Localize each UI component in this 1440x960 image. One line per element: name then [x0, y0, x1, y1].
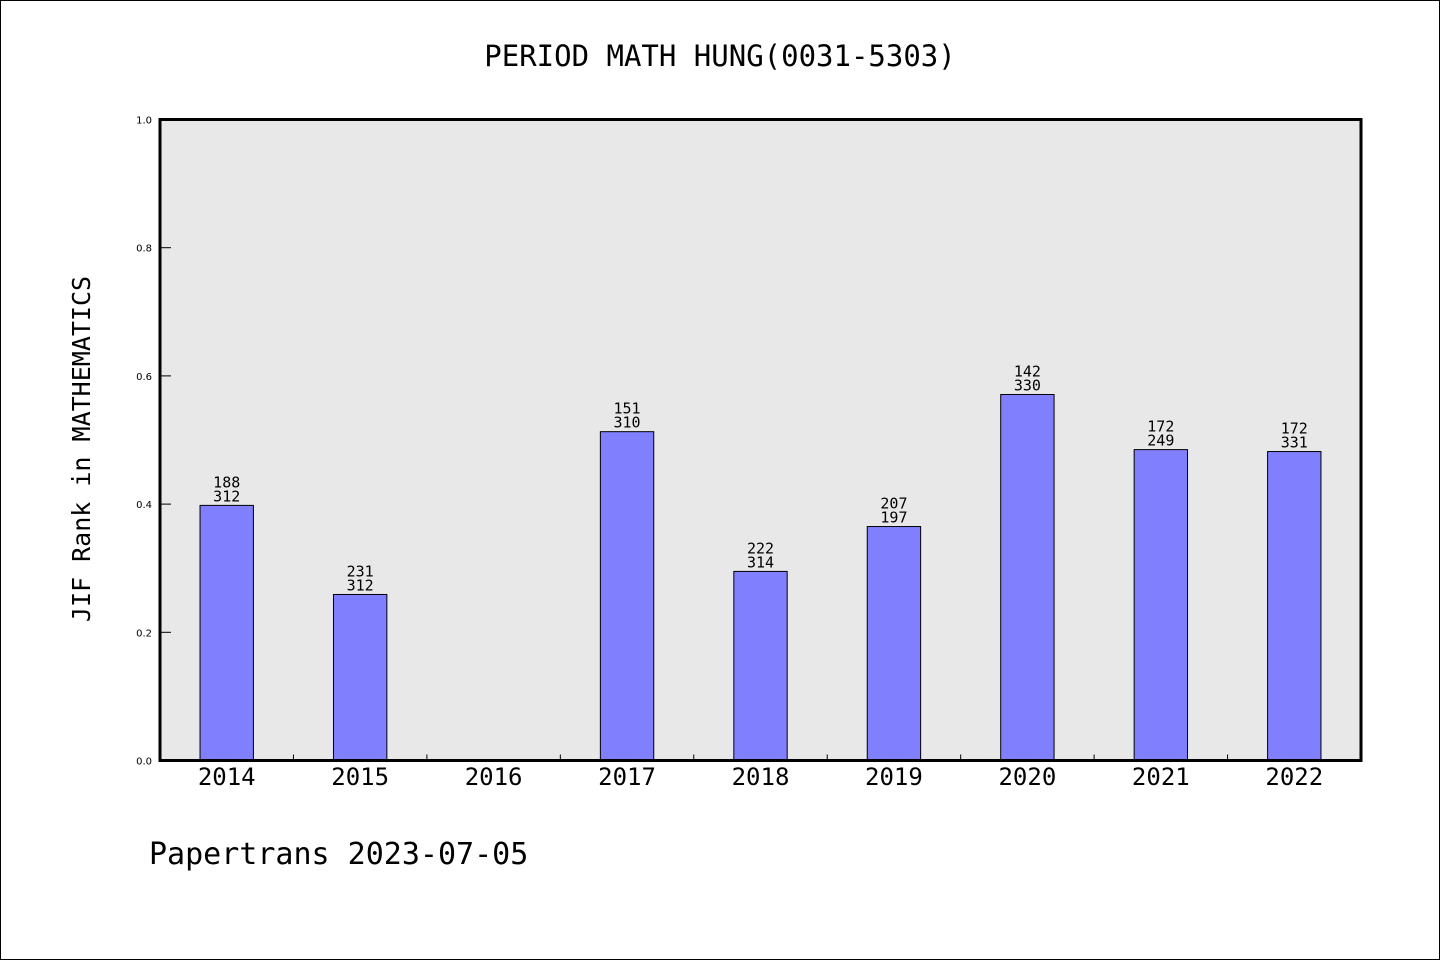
- y-tick-label: 1.0: [136, 116, 152, 127]
- bar-label-rank: 222: [747, 539, 774, 557]
- bar-label-total: 312: [347, 576, 374, 594]
- bar-2018: [733, 570, 788, 762]
- bar-label-total: 331: [1281, 434, 1308, 452]
- bar-label-rank: 172: [1147, 418, 1174, 436]
- x-tick-label: 2018: [732, 763, 790, 791]
- x-tick-label: 2016: [465, 763, 523, 791]
- y-tick-label: 0.4: [136, 500, 152, 511]
- bar-label-rank: 188: [213, 473, 240, 491]
- bar-label-rank: 151: [614, 400, 641, 418]
- x-tick-label: 2019: [865, 763, 923, 791]
- x-axis: 2014 2015 2016 2017 2018 2019 2020 2021 2022: [198, 754, 1323, 791]
- bar-2021: [1133, 449, 1189, 761]
- y-tick-label: 0.2: [136, 628, 152, 639]
- bar-labels: 1883122313121513102223142071971423301722…: [213, 362, 1308, 594]
- y-tick-label: 0.0: [136, 757, 152, 768]
- x-tick-label: 2015: [331, 763, 389, 791]
- bar-label-rank: 231: [347, 562, 374, 580]
- bar-series: [199, 393, 1322, 762]
- y-tick-label: 0.6: [136, 372, 152, 383]
- bar-2022: [1267, 451, 1322, 761]
- footer-credit: Papertrans 2023-07-05: [149, 837, 528, 872]
- x-tick-label: 2021: [1132, 763, 1190, 791]
- bar-2017: [599, 431, 655, 761]
- bar-label-total: 310: [614, 414, 641, 432]
- bar-2015: [332, 593, 388, 762]
- bar-label-rank: 172: [1281, 420, 1308, 438]
- y-axis-label: JIF Rank in MATHEMATICS: [67, 276, 96, 622]
- x-tick-label: 2022: [1265, 763, 1323, 791]
- bar-label-rank: 207: [880, 495, 907, 513]
- plot-frame: [158, 118, 1363, 762]
- bar-2019: [866, 526, 922, 761]
- bar-2014: [199, 504, 254, 761]
- bar-label-total: 330: [1014, 376, 1041, 394]
- bar-label-total: 197: [880, 509, 907, 527]
- x-tick-label: 2014: [198, 763, 256, 791]
- bar-label-total: 249: [1147, 432, 1174, 450]
- x-tick-label: 2017: [598, 763, 656, 791]
- x-tick-label: 2020: [998, 763, 1056, 791]
- y-tick-label: 0.8: [136, 244, 152, 255]
- bar-2020: [1000, 393, 1055, 761]
- bar-label-rank: 142: [1014, 362, 1041, 380]
- bar-label-total: 314: [747, 553, 774, 571]
- chart-title: PERIOD MATH HUNG(0031-5303): [484, 39, 955, 73]
- bar-label-total: 312: [213, 487, 240, 505]
